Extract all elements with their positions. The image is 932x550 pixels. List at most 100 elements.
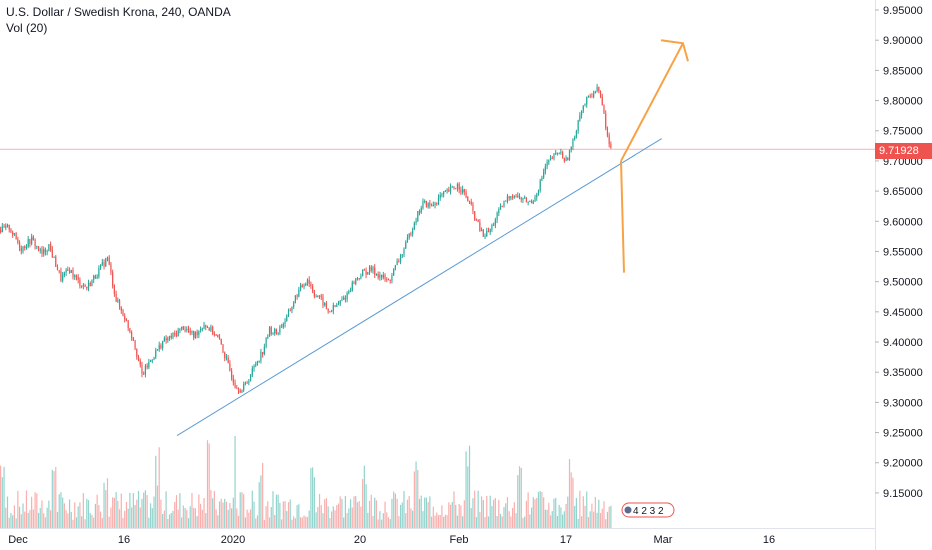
volume-bar (313, 477, 315, 528)
candle-body (325, 303, 328, 309)
candle-body (324, 303, 326, 306)
candle-body (480, 229, 483, 232)
volume-bar (124, 510, 126, 528)
candle-body (293, 302, 295, 307)
volume-bar (593, 511, 595, 528)
volume-bar (422, 511, 424, 528)
volume-bar (318, 494, 321, 528)
volume-bar (68, 499, 71, 528)
candle-body (220, 339, 222, 345)
candle-body (353, 282, 355, 284)
candle-body (399, 255, 402, 262)
candle-body (510, 196, 512, 199)
candle-body (263, 347, 265, 355)
volume-bar (132, 493, 134, 528)
volume-bar (193, 507, 195, 528)
candle-body (593, 93, 595, 97)
candle-body (251, 368, 253, 375)
candle-body (3, 226, 5, 228)
candle-body (1, 226, 3, 232)
candle-body (36, 246, 38, 248)
volume-bar (3, 466, 5, 528)
volume-bar (410, 508, 412, 528)
volume-bar (134, 505, 136, 528)
volume-bar (451, 501, 453, 528)
volume-bar (391, 498, 393, 528)
volume-bar (493, 499, 495, 528)
candle-body (55, 256, 57, 267)
volume-bar (548, 502, 550, 528)
y-tick-label: 9.90000 (883, 35, 923, 47)
volume-bar (482, 500, 484, 528)
volume-bar (356, 502, 359, 528)
volume-bar (456, 515, 459, 528)
candle-body (206, 327, 209, 329)
volume-bar (429, 496, 431, 528)
volume-bar (499, 513, 502, 528)
volume-bar (332, 506, 334, 528)
candle-body (25, 246, 28, 249)
candle-body (196, 331, 198, 336)
volume-bar (120, 493, 122, 528)
volume-bar (162, 513, 164, 528)
candle-body (467, 197, 469, 202)
candle-body (327, 308, 329, 312)
volume-bar (375, 500, 378, 528)
volume-bar (87, 500, 90, 528)
volume-bar (249, 509, 252, 528)
candle-body (530, 200, 533, 204)
volume-bar (601, 508, 603, 528)
candle-body (158, 344, 160, 350)
candle-body (508, 196, 510, 199)
candle-body (320, 295, 322, 297)
candle-body (217, 334, 219, 338)
candle-body (493, 224, 495, 226)
candle-body (86, 286, 88, 289)
volume-bar (174, 502, 176, 528)
candle-body (34, 239, 36, 247)
candle-body (591, 96, 593, 98)
candle-body (567, 157, 569, 161)
candle-body (24, 246, 26, 249)
candle-body (348, 291, 350, 294)
volume-bar (62, 497, 64, 528)
volume-bar (205, 513, 207, 528)
candle-body (232, 378, 234, 383)
chart-title: U.S. Dollar / Swedish Krona, 240, OANDA (6, 5, 231, 19)
candle-body (572, 139, 574, 147)
volume-bar (367, 512, 369, 528)
volume-bar (543, 497, 545, 528)
candle-body (156, 349, 159, 351)
volume-bar (0, 465, 2, 528)
volume-bar (268, 517, 271, 528)
candle-body (170, 335, 172, 338)
candle-body (163, 337, 165, 342)
candle-body (101, 262, 103, 265)
volume-bar (517, 475, 519, 528)
candle-body (422, 201, 424, 208)
volume-bar (301, 517, 303, 528)
candle-body (543, 171, 545, 178)
candle-body (274, 329, 276, 334)
candle-body (387, 279, 390, 281)
volume-bar (44, 517, 47, 528)
volume-bar (339, 496, 341, 528)
candle-body (120, 306, 122, 311)
volume-bar (206, 440, 209, 528)
candle-body (491, 224, 493, 230)
y-tick-label: 9.85000 (883, 65, 923, 77)
volume-bar (380, 519, 383, 528)
candle-body (360, 276, 362, 279)
candle-body (62, 275, 64, 281)
volume-bar (532, 497, 534, 528)
events-badge-text: 4 2 3 2 (633, 506, 664, 517)
candle-body (67, 269, 69, 271)
candle-body (198, 330, 200, 336)
candle-body (60, 271, 62, 281)
volume-bar (605, 519, 607, 528)
candle-body (53, 256, 55, 258)
volume-bar (555, 497, 557, 528)
volume-bar (43, 513, 45, 528)
volume-bar (10, 512, 12, 528)
